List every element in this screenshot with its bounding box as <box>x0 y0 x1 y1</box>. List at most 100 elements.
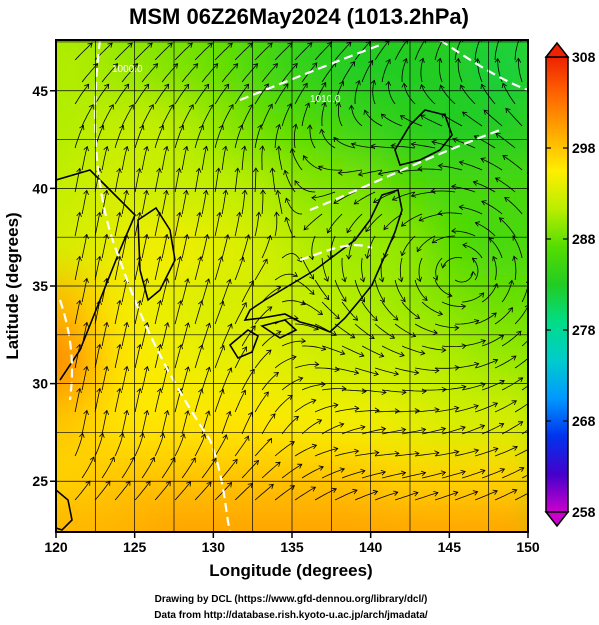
streamline <box>322 388 347 391</box>
streamline-arrow <box>198 124 205 131</box>
streamline-arrow <box>143 277 150 284</box>
streamline <box>373 191 396 203</box>
streamline-arrow <box>309 254 315 261</box>
streamline <box>514 357 528 369</box>
streamline <box>441 113 463 127</box>
streamline <box>462 292 484 303</box>
streamline-arrow <box>226 278 232 285</box>
heat-cell <box>471 450 528 502</box>
streamline-arrow <box>184 322 191 328</box>
streamline <box>221 459 238 479</box>
streamline <box>401 345 425 354</box>
streamline-arrow <box>83 409 89 416</box>
streamline <box>371 145 396 149</box>
streamline-arrow <box>159 432 166 439</box>
streamline-arrow <box>139 124 145 131</box>
streamline-arrow <box>354 448 360 455</box>
streamline <box>81 104 94 127</box>
streamline <box>291 148 303 171</box>
streamline-arrow <box>335 101 342 108</box>
streamline <box>477 58 483 83</box>
streamline-arrow <box>317 310 324 316</box>
streamline <box>221 234 229 259</box>
streamline <box>274 83 289 105</box>
streamline-arrow <box>123 365 130 372</box>
streamline <box>321 102 326 127</box>
streamline <box>214 389 224 413</box>
streamline <box>513 256 517 281</box>
streamline-arrow <box>244 435 250 441</box>
colorbar-min-arrow <box>544 511 570 528</box>
streamline <box>74 344 81 369</box>
streamline <box>234 168 239 193</box>
streamline-arrow <box>270 413 276 419</box>
streamline-arrow <box>350 142 357 148</box>
streamline-arrow <box>418 216 424 222</box>
streamline-arrow <box>460 303 467 310</box>
streamline <box>411 191 436 197</box>
streamline-arrow <box>458 204 464 211</box>
streamline-arrow <box>103 277 109 284</box>
streamline-arrow <box>534 328 538 333</box>
streamline <box>214 42 233 61</box>
streamline <box>194 84 210 105</box>
streamline <box>234 83 249 105</box>
streamline <box>455 405 479 413</box>
streamline <box>141 457 155 479</box>
isobar-central <box>299 244 373 262</box>
streamline-arrow <box>232 63 239 69</box>
streamline <box>114 256 121 281</box>
heat-cell <box>56 392 97 453</box>
streamline-arrow <box>357 171 364 177</box>
streamline-arrow <box>314 361 320 368</box>
streamline <box>321 423 344 435</box>
heat-cell <box>141 450 191 502</box>
streamline <box>474 490 498 501</box>
streamline-arrow <box>417 166 423 172</box>
streamline-arrow <box>263 83 269 89</box>
streamline <box>521 283 528 303</box>
streamline-arrow <box>226 482 233 488</box>
streamline-arrow <box>76 211 82 218</box>
streamline-arrow <box>377 170 384 176</box>
streamline-arrow <box>341 277 347 283</box>
streamline-arrow <box>374 450 380 456</box>
streamline <box>337 102 343 127</box>
streamline <box>201 278 210 303</box>
streamline-arrow <box>218 256 224 262</box>
streamline <box>161 146 168 171</box>
streamline-arrow <box>128 104 134 110</box>
streamline <box>101 322 108 347</box>
wind-streamlines <box>74 40 538 501</box>
streamline <box>489 237 503 259</box>
streamline-arrow <box>437 310 444 316</box>
streamline <box>114 433 124 457</box>
streamline-arrow <box>440 426 447 433</box>
streamline <box>134 388 141 413</box>
streamline <box>441 471 466 479</box>
isobar-east <box>309 128 501 212</box>
streamline-arrow <box>88 104 94 110</box>
streamline <box>361 257 365 282</box>
streamline <box>174 433 185 457</box>
streamline-arrow <box>472 490 479 496</box>
streamline-arrow <box>180 433 186 439</box>
streamline <box>451 230 476 237</box>
isobar-far-west <box>58 299 74 401</box>
streamline <box>74 256 81 281</box>
streamline-arrow <box>498 217 505 223</box>
streamline-arrow <box>156 387 163 394</box>
streamline <box>301 301 323 315</box>
streamline-arrow <box>136 387 143 394</box>
streamline-arrow <box>390 143 396 149</box>
streamline-arrow <box>266 234 273 241</box>
streamline <box>334 450 359 457</box>
streamline-arrow <box>321 101 327 108</box>
streamline <box>181 278 189 303</box>
streamline-arrow <box>205 410 211 416</box>
streamline-arrow <box>124 83 130 89</box>
streamline <box>457 58 463 83</box>
streamline-arrow <box>341 296 347 303</box>
streamline <box>335 407 359 413</box>
